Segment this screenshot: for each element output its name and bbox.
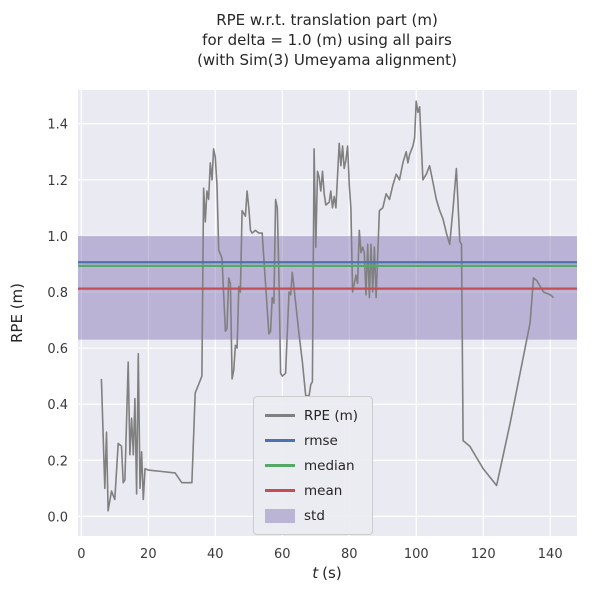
legend-label: median	[304, 457, 355, 474]
mean-line-swatch	[265, 489, 295, 492]
x-tick-label: 100	[404, 547, 429, 562]
x-tick-label: 20	[140, 547, 157, 562]
legend-label: mean	[304, 482, 343, 499]
y-tick-label: 0.2	[47, 454, 68, 469]
y-tick-label: 1.0	[47, 230, 68, 245]
x-tick-label: 40	[207, 547, 224, 562]
y-tick-label: 0.8	[47, 286, 68, 301]
y-axis-label: RPE (m)	[8, 283, 26, 343]
x-axis-label-var: t	[312, 564, 319, 582]
chart-title-line2: for delta = 1.0 (m) using all pairs	[202, 31, 452, 49]
legend-item-rmse: rmse	[265, 431, 358, 450]
y-tick-label: 0.4	[47, 398, 68, 413]
x-tick-label: 80	[341, 547, 358, 562]
legend-item-median: median	[265, 456, 358, 475]
legend-item-mean: mean	[265, 481, 358, 500]
rpe-line-swatch	[265, 414, 295, 417]
tick-labels: 0 20 40 60 80 100 120 140 0.0 0.2 0.4 0.6 0.8 1.0 1.2 1…	[47, 118, 562, 562]
x-axis-label: t (s)	[312, 564, 341, 582]
stat-lines	[78, 261, 577, 290]
rmse-line-swatch	[265, 439, 295, 442]
legend-item-std: std	[265, 506, 358, 525]
x-tick-label: 120	[471, 547, 496, 562]
x-axis-label-unit: (s)	[322, 564, 342, 582]
median-line-swatch	[265, 464, 295, 467]
chart-title-line3: (with Sim(3) Umeyama alignment)	[197, 51, 457, 69]
legend-label: rmse	[304, 432, 338, 449]
legend-item-rpe: RPE (m)	[265, 406, 358, 425]
x-tick-label: 140	[538, 547, 563, 562]
chart-title-line1: RPE w.r.t. translation part (m)	[216, 11, 438, 29]
legend-label: std	[304, 507, 325, 524]
x-tick-label: 60	[274, 547, 291, 562]
y-tick-label: 1.2	[47, 174, 68, 189]
y-tick-label: 0.6	[47, 342, 68, 357]
x-tick-label: 0	[77, 547, 85, 562]
y-tick-label: 1.4	[47, 118, 68, 133]
rpe-line	[100, 100, 555, 512]
legend: RPE (m) rmse median mean std	[253, 396, 374, 535]
legend-label: RPE (m)	[304, 407, 359, 424]
y-tick-label: 0.0	[47, 510, 68, 525]
std-patch-swatch	[265, 508, 295, 523]
